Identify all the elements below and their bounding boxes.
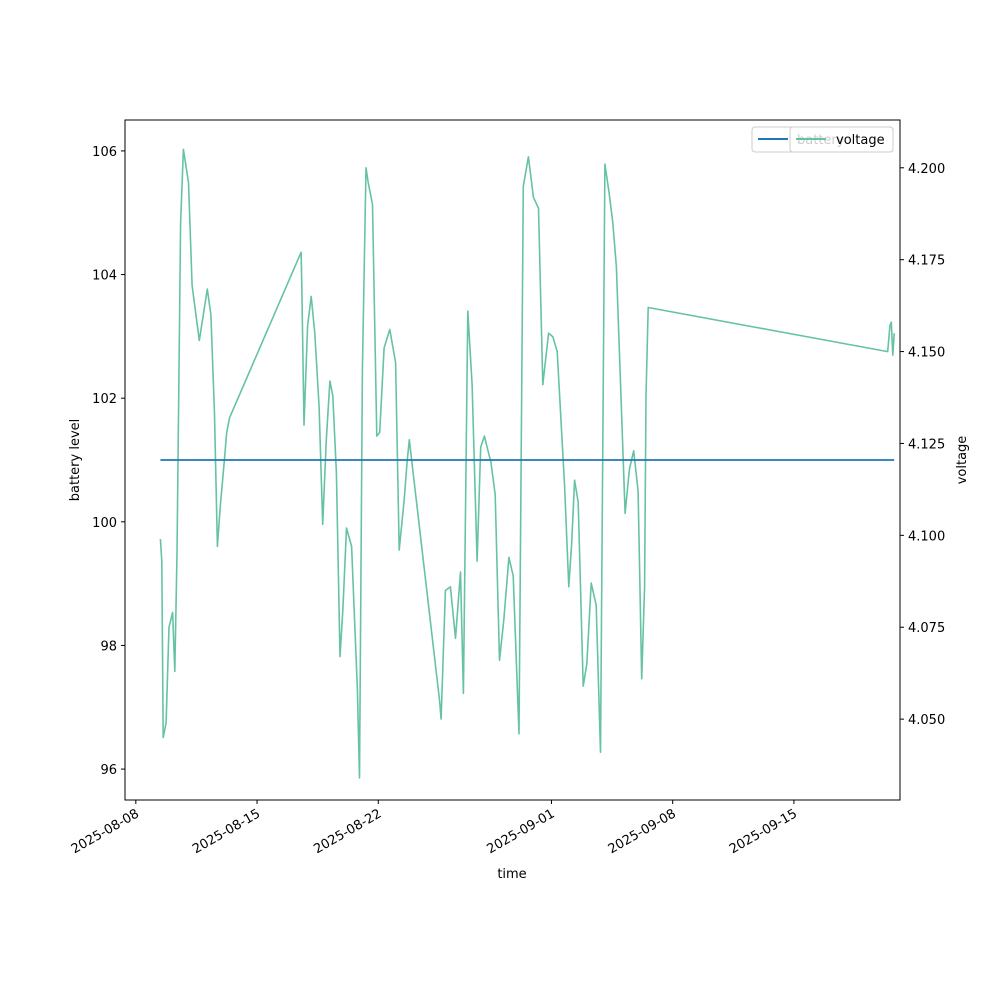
voltage-series-line <box>159 148 895 779</box>
x-tick-label-5: 2025-09-15 <box>727 806 800 857</box>
left-y-tick-label-1: 98 <box>100 639 117 654</box>
right-y-axis-label: voltage <box>955 436 970 485</box>
right-y-tick-label-1: 4.075 <box>908 621 945 636</box>
left-y-tick-label-0: 96 <box>100 763 117 778</box>
x-tick-label-0: 2025-08-08 <box>69 806 142 857</box>
legend-voltage-frame <box>789 126 894 153</box>
x-tick-label-4: 2025-09-08 <box>606 806 679 857</box>
right-y-tick-label-2: 4.100 <box>908 529 945 544</box>
series-layer <box>159 148 895 779</box>
x-axis-label: time <box>497 867 526 882</box>
left-y-tick-label-3: 102 <box>92 392 117 407</box>
right-y-tick-label-5: 4.175 <box>908 254 945 269</box>
left-y-tick-label-5: 106 <box>92 145 117 160</box>
legend-voltage: voltage <box>789 126 894 153</box>
right-y-tick-label-6: 4.200 <box>908 162 945 177</box>
x-tick-label-3: 2025-09-01 <box>485 806 558 857</box>
legend-voltage-label: voltage <box>836 133 885 148</box>
left-y-tick-label-4: 104 <box>92 269 117 284</box>
right-y-tick-label-0: 4.050 <box>908 713 945 728</box>
right-y-tick-label-4: 4.150 <box>908 346 945 361</box>
plot-frame <box>124 119 901 801</box>
left-y-axis-label: battery level <box>68 419 83 502</box>
x-tick-label-2: 2025-08-22 <box>311 806 384 857</box>
left-y-tick-label-2: 100 <box>92 516 117 531</box>
right-y-tick-label-3: 4.125 <box>908 437 945 452</box>
x-tick-label-1: 2025-08-15 <box>190 806 263 857</box>
